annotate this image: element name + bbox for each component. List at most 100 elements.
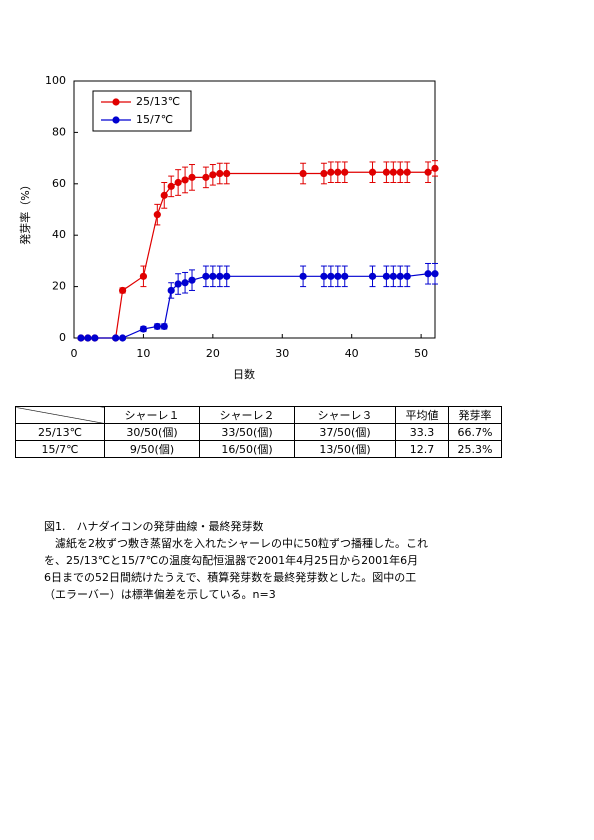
data-point: [341, 272, 349, 280]
header-cell: シャーレ２: [199, 406, 295, 424]
corner-cell: [15, 406, 105, 424]
data-point: [341, 168, 349, 176]
table-cell: 9/50(個): [104, 440, 200, 458]
legend-box: [92, 90, 192, 132]
series-line: [80, 167, 436, 339]
data-point: [223, 272, 231, 280]
x-tick-label: 0: [71, 347, 78, 360]
data-point: [209, 171, 217, 179]
table-cell: 37/50(個): [294, 423, 396, 441]
header-cell: 平均値: [395, 406, 449, 424]
summary-table: シャーレ１ シャーレ２ シャーレ３ 平均値 発芽率 25/13℃ 30/50(個) 33/50…: [15, 406, 502, 458]
legend-label: 15/7℃: [136, 113, 173, 126]
header-cell: シャーレ１: [104, 406, 200, 424]
legend-marker: [112, 98, 120, 106]
caption-title: 図1. ハナダイコンの発芽曲線・最終発芽数: [44, 520, 264, 533]
data-point: [188, 276, 196, 284]
y-tick-label: 40: [52, 228, 66, 241]
caption-line: 濾紙を2枚ずつ敷き蒸留水を入れたシャーレの中に50粒ずつ播種した。これ: [44, 537, 428, 550]
data-point: [389, 272, 397, 280]
x-axis-label: 日数: [233, 368, 255, 381]
data-point: [327, 272, 335, 280]
caption-line: 6日までの52日間続けたうえで、積算発芽数を最終発芽数とした。図中の工: [44, 571, 417, 584]
caption-line: を、25/13℃と15/7℃の温度勾配恒温器で2001年4月25日から2001年…: [44, 554, 419, 567]
data-point: [403, 168, 411, 176]
data-point: [382, 168, 391, 176]
table-cell: 33/50(個): [199, 423, 295, 441]
data-point: [334, 168, 342, 176]
caption-line: （エラーバー）は標準偏差を示している。n=3: [44, 588, 276, 601]
data-point: [77, 334, 85, 342]
data-point: [368, 272, 377, 280]
data-point: [223, 169, 231, 178]
data-point: [396, 168, 404, 176]
data-point: [209, 272, 217, 280]
data-point: [216, 169, 224, 178]
data-point: [118, 334, 127, 342]
data-point: [167, 182, 175, 190]
data-point: [174, 178, 182, 187]
plot-frame: [73, 80, 436, 339]
data-point: [91, 334, 99, 342]
data-point: [389, 168, 397, 176]
x-tick-label: 50: [414, 347, 428, 360]
data-point: [431, 164, 439, 172]
table-row: 25/13℃ 30/50(個) 33/50(個) 37/50(個) 33.3 66.7%: [15, 423, 502, 441]
data-point: [160, 322, 168, 331]
data-point: [403, 272, 411, 280]
data-point: [334, 272, 342, 280]
data-point: [84, 334, 92, 342]
data-point: [320, 272, 328, 280]
data-point: [188, 173, 196, 181]
table-cell: 12.7: [395, 440, 449, 458]
y-tick-label: 100: [45, 74, 66, 87]
table-cell: 15/7℃: [15, 440, 105, 458]
table-row: 15/7℃ 9/50(個) 16/50(個) 13/50(個) 12.7 25.3%: [15, 440, 502, 458]
data-point: [299, 169, 307, 178]
data-point: [139, 272, 148, 280]
data-point: [424, 270, 432, 278]
data-point: [431, 270, 439, 278]
data-point: [202, 272, 210, 280]
y-tick-label: 60: [52, 177, 66, 190]
table-cell: 25.3%: [448, 440, 502, 458]
data-point: [181, 176, 189, 184]
data-point: [139, 325, 148, 333]
data-point: [153, 211, 161, 219]
data-point: [112, 334, 120, 342]
header-cell: シャーレ３: [294, 406, 396, 424]
y-tick-label: 20: [52, 280, 66, 293]
table-cell: 13/50(個): [294, 440, 396, 458]
table-cell: 66.7%: [448, 423, 502, 441]
data-point: [181, 279, 189, 287]
data-point: [382, 272, 391, 280]
header-cell: 発芽率: [448, 406, 502, 424]
x-tick-label: 10: [136, 347, 150, 360]
y-tick-label: 80: [52, 125, 66, 138]
data-point: [174, 280, 182, 288]
table-cell: 30/50(個): [104, 423, 200, 441]
legend-label: 25/13℃: [136, 95, 180, 108]
table-cell: 25/13℃: [15, 423, 105, 441]
x-tick-label: 40: [345, 347, 359, 360]
data-point: [167, 286, 175, 295]
data-point: [153, 322, 161, 331]
table-cell: 16/50(個): [199, 440, 295, 458]
data-point: [396, 272, 404, 280]
caption: 図1. ハナダイコンの発芽曲線・最終発芽数 濾紙を2枚ずつ敷き蒸留水を入れたシャ…: [44, 518, 428, 603]
legend-marker: [112, 116, 120, 124]
data-point: [320, 169, 328, 178]
x-tick-label: 30: [275, 347, 289, 360]
table-header-row: シャーレ１ シャーレ２ シャーレ３ 平均値 発芽率: [15, 406, 502, 424]
data-point: [118, 286, 127, 295]
data-point: [368, 168, 377, 176]
table-cell: 33.3: [395, 423, 449, 441]
y-tick-label: 0: [59, 331, 66, 344]
data-point: [202, 173, 210, 181]
y-axis-label: 発芽率（%）: [18, 179, 32, 244]
x-tick-label: 20: [206, 347, 220, 360]
data-point: [160, 191, 168, 199]
data-point: [216, 272, 224, 280]
chart: 日数 発芽率（%） 0 10 20 30 40 50 0 20 40 60 80 100 25/13℃ 1…: [18, 74, 439, 381]
